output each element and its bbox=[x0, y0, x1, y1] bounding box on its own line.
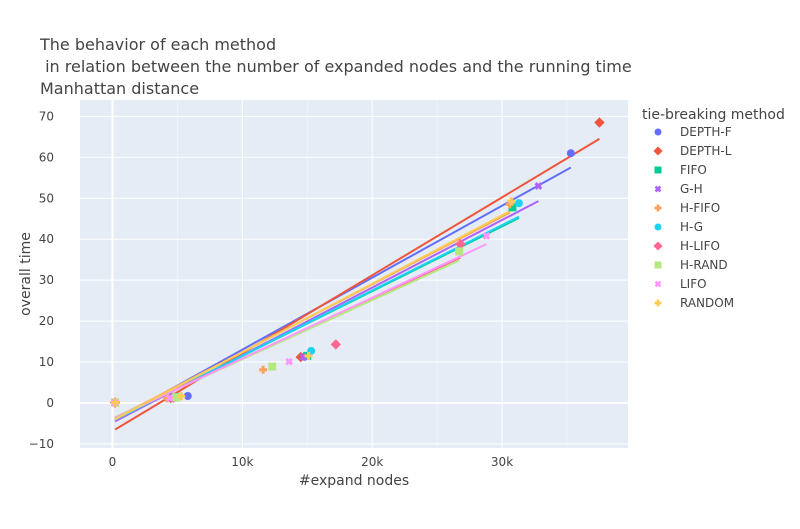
chart-title-line-2: in relation between the number of expand… bbox=[40, 57, 632, 76]
legend-label: H-RAND bbox=[680, 258, 728, 272]
y-tick-label: 40 bbox=[39, 232, 54, 246]
x-axis-title: #expand nodes bbox=[299, 473, 409, 489]
legend-label: DEPTH-F bbox=[680, 125, 732, 139]
y-tick-label: 30 bbox=[39, 273, 54, 287]
legend-item-depth-f[interactable]: DEPTH-F bbox=[654, 125, 732, 139]
legend-label: G-H bbox=[680, 182, 703, 196]
legend-label: FIFO bbox=[680, 163, 707, 177]
legend-item-lifo[interactable]: LIFO bbox=[653, 277, 707, 291]
trendline-random[interactable] bbox=[114, 209, 512, 421]
legend-item-h-lifo[interactable]: H-LIFO bbox=[653, 239, 720, 253]
x-tick-label: 10k bbox=[231, 455, 253, 469]
legend-item-fifo[interactable]: FIFO bbox=[654, 163, 707, 177]
data-point-h-lifo[interactable] bbox=[330, 339, 342, 350]
legend-label: H-LIFO bbox=[680, 239, 720, 253]
data-point-h-fifo[interactable] bbox=[259, 365, 268, 374]
data-point-h-g[interactable] bbox=[514, 199, 523, 208]
chart-title: The behavior of each method in relation … bbox=[39, 35, 632, 98]
data-point-lifo[interactable] bbox=[164, 392, 175, 403]
legend-marker-h-g bbox=[654, 223, 662, 231]
chart-title-line-1: The behavior of each method bbox=[39, 35, 276, 54]
data-point-random[interactable] bbox=[507, 197, 516, 206]
data-point-g-h[interactable] bbox=[533, 180, 544, 191]
legend-marker-fifo bbox=[654, 166, 662, 174]
legend-label: DEPTH-L bbox=[680, 144, 732, 158]
y-tick-label: 50 bbox=[39, 191, 54, 205]
data-point-depth-f[interactable] bbox=[566, 149, 575, 158]
data-point-h-lifo[interactable] bbox=[455, 238, 466, 250]
axis-ticks: 0 10k 20k 30k −10 0 10 20 30 40 50 60 70 bbox=[29, 109, 514, 469]
legend-title: tie-breaking method bbox=[642, 107, 785, 123]
legend-items: DEPTH-F DEPTH-L FIFO G-H H-FIFO H-G H-LIFO H-RA… bbox=[653, 125, 734, 310]
trend-lines bbox=[114, 138, 600, 431]
data-point-fifo[interactable] bbox=[508, 203, 517, 212]
trendline-lifo[interactable] bbox=[114, 243, 487, 420]
grid-lines bbox=[80, 100, 628, 448]
data-point-depth-l[interactable] bbox=[594, 117, 605, 128]
legend-marker-g-h bbox=[654, 185, 662, 193]
x-tick-label: 30k bbox=[491, 455, 513, 469]
legend-item-random[interactable]: RANDOM bbox=[654, 296, 735, 310]
data-points bbox=[109, 117, 605, 408]
y-tick-label: −10 bbox=[29, 437, 54, 451]
legend-label: H-G bbox=[680, 220, 703, 234]
legend-marker-lifo bbox=[654, 280, 662, 288]
data-point-h-rand[interactable] bbox=[172, 393, 181, 402]
y-tick-label: 0 bbox=[46, 396, 54, 410]
y-tick-label: 60 bbox=[39, 150, 54, 164]
legend-marker-depth-l bbox=[653, 146, 663, 156]
legend-item-g-h[interactable]: G-H bbox=[653, 182, 703, 196]
legend-marker-h-lifo bbox=[653, 241, 663, 251]
y-tick-label: 10 bbox=[39, 355, 54, 369]
legend-marker-random bbox=[654, 299, 662, 307]
legend-label: RANDOM bbox=[680, 296, 734, 310]
legend-marker-depth-f bbox=[654, 128, 662, 136]
data-point-depth-f[interactable] bbox=[183, 392, 192, 401]
data-point-random[interactable] bbox=[111, 398, 120, 407]
data-point-lifo[interactable] bbox=[481, 230, 492, 241]
legend-marker-h-rand bbox=[654, 261, 662, 269]
legend-item-h-fifo[interactable]: H-FIFO bbox=[654, 201, 721, 215]
legend-label: H-FIFO bbox=[680, 201, 720, 215]
legend-label: LIFO bbox=[680, 277, 707, 291]
y-tick-label: 70 bbox=[39, 109, 54, 123]
legend-marker-h-fifo bbox=[654, 204, 662, 212]
legend-item-depth-l[interactable]: DEPTH-L bbox=[653, 144, 732, 158]
chart-title-line-3: Manhattan distance bbox=[40, 79, 199, 98]
legend: tie-breaking method DEPTH-F DEPTH-L FIFO G-… bbox=[642, 107, 785, 310]
data-point-h-fifo[interactable] bbox=[163, 394, 172, 403]
data-point-h-rand[interactable] bbox=[268, 362, 277, 371]
y-tick-label: 20 bbox=[39, 314, 54, 328]
legend-item-h-rand[interactable]: H-RAND bbox=[654, 258, 728, 272]
data-point-random[interactable] bbox=[304, 351, 313, 360]
data-point-h-rand[interactable] bbox=[455, 247, 464, 256]
legend-item-h-g[interactable]: H-G bbox=[654, 220, 704, 234]
data-point-lifo[interactable] bbox=[283, 356, 294, 367]
y-axis-title: overall time bbox=[18, 232, 34, 316]
x-tick-label: 0 bbox=[109, 455, 117, 469]
x-tick-label: 20k bbox=[361, 455, 383, 469]
data-point-random[interactable] bbox=[177, 392, 186, 401]
